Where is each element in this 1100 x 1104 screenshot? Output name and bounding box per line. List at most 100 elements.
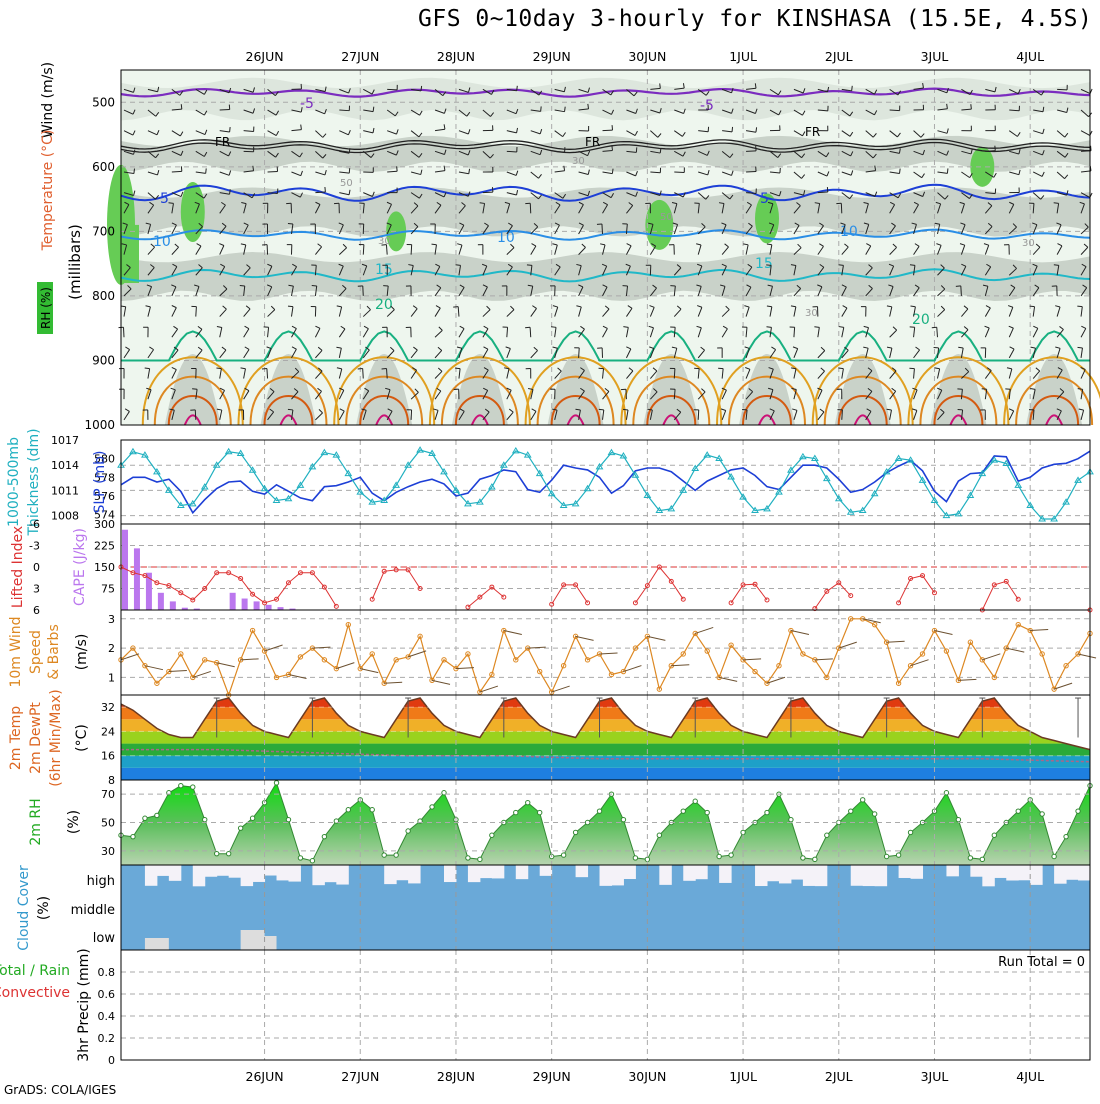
rh-marker [514,810,518,814]
wind-barb [530,327,531,337]
wind-barb-flag [971,104,972,109]
cloud-high-gap [1006,865,1018,881]
axis-label-temperature: Temperature (°C) [40,130,56,252]
wind-barb [576,636,594,640]
contour-label: FR [805,125,820,139]
rh-marker [226,851,230,855]
wind-barb-flag [216,368,221,369]
pressure-frame [121,440,1090,524]
thickness-label-1: 1000-500mb [6,437,22,527]
date-label-bottom: 30JUN [628,1069,666,1084]
cloud-high-gap [899,865,911,878]
rh-marker [573,830,577,834]
rh-marker [466,856,470,860]
cloud-high-gap [396,865,408,880]
wind-barb-flag [755,83,756,88]
cloud-high-gap [1054,865,1066,884]
cloud-high-gap [863,865,875,886]
wind-barb [647,636,665,640]
rh-marker [657,833,661,837]
date-label-top: 3JUL [921,49,949,64]
wind-barb-flag [230,189,231,194]
wind-barb-flag [612,169,613,174]
wind-barb-flag [1078,347,1083,348]
wind-barb [743,659,761,660]
cloud-high-gap [946,865,958,876]
wind-barb [674,369,675,379]
wind-barb [695,627,713,633]
cloud-high-gap [695,865,707,879]
wind-barb [934,631,952,635]
rh-marker [561,853,565,857]
rh-marker [286,817,290,821]
axis-label-millibars: (millibars) [66,224,84,300]
wind-barb-flag [910,265,915,266]
contour-label: 30 [378,236,391,247]
rh-marker [155,813,159,817]
contour-label: 50 [340,178,353,189]
rh-marker [215,851,219,855]
wind-barb-flag [1054,265,1059,266]
li-marker [897,601,901,605]
cloud-high-gap [994,865,1006,878]
cloud-high-gap [791,865,803,880]
wind-barb-flag [932,327,937,328]
cloud-high-gap [803,865,815,886]
wind-barb [217,663,235,667]
wind-barb-flag [312,285,317,286]
wind-speed-line [121,619,1090,695]
cloud-high-gap [1018,865,1030,880]
axis-label-wind: Wind (m/s) [40,62,56,138]
slp-tick-label: 1014 [51,459,79,472]
cloud-high-gap [815,865,827,886]
rh-marker [813,857,817,861]
li-line [372,570,420,599]
wind-barb [456,668,474,669]
cloud-high-gap [683,865,695,881]
cape-bar [158,593,164,610]
wind-barb [363,245,364,255]
contour-label: 15 [375,262,393,278]
wind-barb [504,631,522,635]
rh-marker [203,817,207,821]
contour-label: 5 [760,191,769,207]
rh-marker [597,809,601,813]
cloud-high-gap [779,865,791,883]
temp-band [121,756,1090,768]
temp-band [121,768,1090,780]
wind-barb [579,348,580,358]
rh-label: 2m RH [28,798,44,845]
li-line [815,583,851,609]
date-label-top: 30JUN [628,49,666,64]
wind-barb-flag [181,104,182,109]
cape-bar [170,601,176,610]
cloud-high-gap [480,865,492,878]
cloud-high-gap [288,865,300,882]
wind-barb-flag [551,327,556,328]
rh-marker [765,810,769,814]
cloud-high-gap [277,865,289,880]
date-label-bottom: 2JUL [825,1069,853,1084]
cloud-high-gap [516,865,528,879]
slp-tick-label: 1017 [51,434,79,447]
wind-barb-flag [432,244,437,245]
cape-bar [134,548,140,610]
wind-barb-flag [838,368,843,369]
cloud-high-gap [217,865,229,876]
rh-marker [274,781,278,785]
wind-barb [626,389,627,399]
date-label-top: 26JUN [246,49,284,64]
cape-tick-label: 75 [101,583,115,596]
precip-convective-label: Convective [0,985,70,1001]
wind-barb [982,654,1000,660]
cloud-high-gap [970,865,982,877]
li-tick-label: -3 [29,540,40,553]
li-marker [586,601,590,605]
wind-barb [887,641,905,642]
li-tick-label: 6 [33,604,40,617]
cape-tick-label: 225 [94,540,115,553]
cloud-high-gap [1066,865,1078,880]
precip-tick-label: 0.2 [98,1032,116,1045]
cloud-high-gap [408,865,420,883]
